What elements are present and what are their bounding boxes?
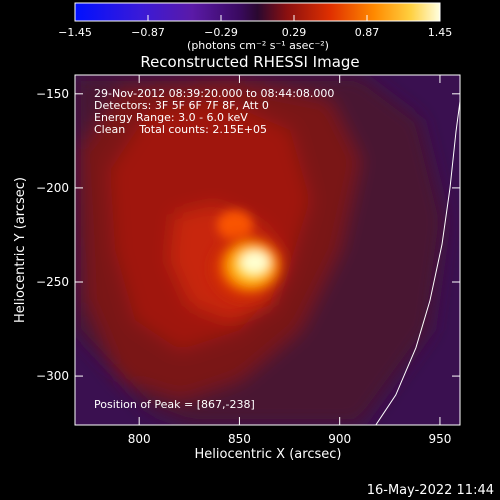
colorbar-tick-label: 1.45: [428, 26, 453, 39]
x-tick-label: 900: [328, 432, 351, 446]
x-tick-label: 850: [228, 432, 251, 446]
y-tick-label: −250: [36, 275, 69, 289]
heatmap: [75, 75, 460, 425]
solar-limb-curve: [375, 101, 460, 425]
colorbar: [74, 2, 441, 22]
annotation-clean-counts: Clean Total counts: 2.15E+05: [94, 123, 267, 136]
x-axis-ticks: 800 850 900 950: [128, 75, 451, 446]
y-tick-label: −300: [36, 369, 69, 383]
colorbar-tick-label: 0.29: [282, 26, 307, 39]
colorbar-tick-label: −0.87: [131, 26, 165, 39]
x-tick-label: 950: [428, 432, 451, 446]
x-axis-label: Heliocentric X (arcsec): [195, 447, 342, 462]
x-tick-label: 800: [128, 432, 151, 446]
y-axis-label: Heliocentric Y (arcsec): [13, 177, 28, 323]
plot-frame: [74, 74, 461, 426]
colorbar-tick-label: −0.29: [204, 26, 238, 39]
footer-timestamp: 16-May-2022 11:44: [367, 483, 494, 498]
colorbar-tick-label: 0.87: [355, 26, 380, 39]
colorbar-ticks: −1.45 −0.87 −0.29 0.29 0.87 1.45: [58, 15, 452, 39]
colorbar-tick-label: −1.45: [58, 26, 92, 39]
peak-position-label: Position of Peak = [867,-238]: [94, 398, 255, 411]
annotation-energy-range: Energy Range: 3.0 - 6.0 keV: [94, 111, 248, 124]
y-tick-label: −150: [36, 87, 69, 101]
y-tick-label: −200: [36, 181, 69, 195]
y-axis-ticks: −150 −200 −250 −300: [36, 87, 460, 383]
colorbar-unit-label: (photons cm⁻² s⁻¹ asec⁻²): [187, 39, 329, 52]
chart-title: Reconstructed RHESSI Image: [140, 53, 359, 71]
annotation-time-range: 29-Nov-2012 08:39:20.000 to 08:44:08.000: [94, 87, 334, 100]
annotation-detectors: Detectors: 3F 5F 6F 7F 8F, Att 0: [94, 99, 269, 112]
